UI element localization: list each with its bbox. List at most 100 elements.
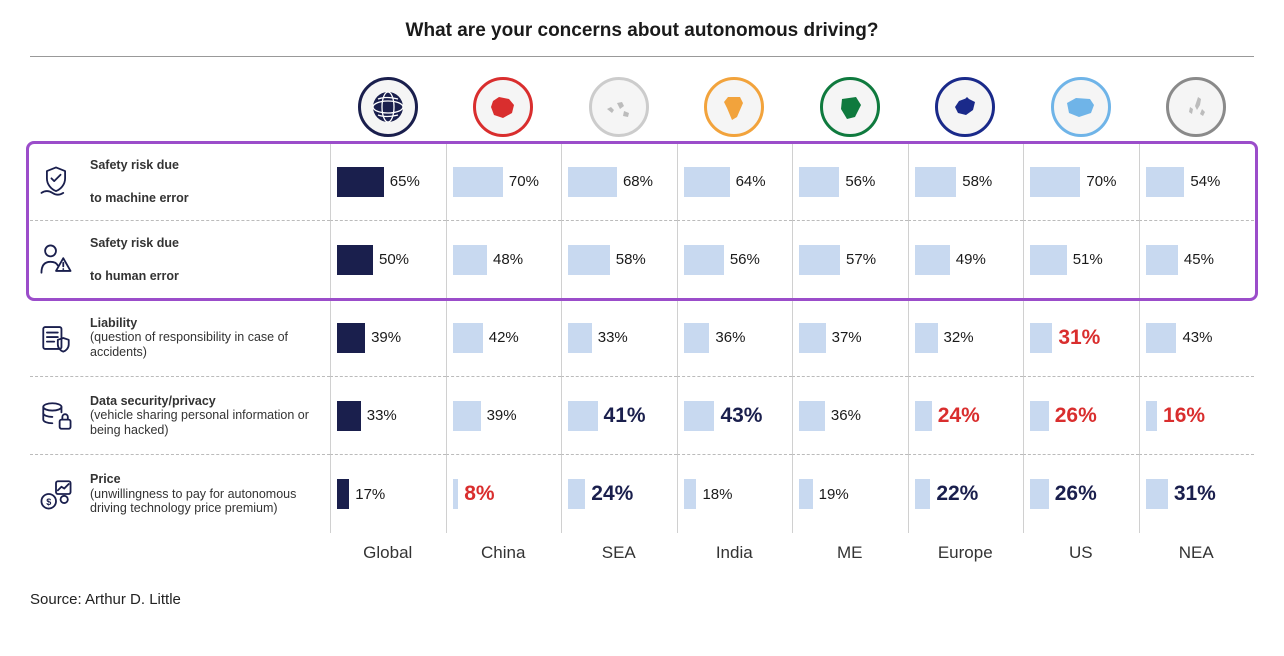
value-label: 48% — [493, 251, 523, 268]
bar — [915, 245, 950, 275]
bar — [453, 245, 488, 275]
bar — [453, 323, 483, 353]
bar — [1030, 323, 1052, 353]
data-cell: 70% — [1023, 143, 1139, 221]
bar — [337, 401, 361, 431]
data-cell: 19% — [792, 455, 908, 533]
data-cell: 37% — [792, 299, 908, 377]
bar — [1030, 401, 1049, 431]
value-label: 42% — [489, 329, 519, 346]
region-label: Global — [330, 533, 446, 563]
bar — [915, 167, 957, 197]
region-label: India — [677, 533, 793, 563]
row-title: Safety risk due — [90, 158, 189, 172]
bar — [684, 167, 730, 197]
value-label: 26% — [1055, 482, 1097, 506]
row-label: $ Price(unwillingness to pay for autonom… — [30, 455, 330, 533]
bar — [337, 245, 373, 275]
data-cell: 65% — [330, 143, 446, 221]
region-icon-me — [792, 71, 908, 143]
row-title: Liability — [90, 316, 320, 330]
value-label: 26% — [1055, 404, 1097, 428]
row-subtitle: (question of responsibility in case of a… — [90, 330, 320, 359]
row-text: Price(unwillingness to pay for autonomou… — [90, 472, 320, 515]
bar — [799, 479, 813, 509]
bar — [337, 167, 384, 197]
svg-text:$: $ — [46, 497, 51, 507]
bar — [1146, 479, 1168, 509]
value-label: 45% — [1184, 251, 1214, 268]
value-label: 65% — [390, 173, 420, 190]
data-cell: 33% — [330, 377, 446, 455]
row-subtitle: (unwillingness to pay for autonomous dri… — [90, 487, 320, 516]
row-title: Data security/privacy — [90, 394, 320, 408]
bar — [568, 401, 598, 431]
bar — [568, 245, 610, 275]
data-cell: 43% — [1139, 299, 1255, 377]
region-label: ME — [792, 533, 908, 563]
value-label: 64% — [736, 173, 766, 190]
data-cell: 33% — [561, 299, 677, 377]
data-cell: 41% — [561, 377, 677, 455]
value-label: 41% — [604, 404, 646, 428]
data-cell: 45% — [1139, 221, 1255, 299]
row-label: Safety risk dueto machine error — [30, 143, 330, 221]
liability-icon — [34, 316, 78, 360]
data-cell: 31% — [1023, 299, 1139, 377]
value-label: 39% — [371, 329, 401, 346]
data-cell: 56% — [677, 221, 793, 299]
value-label: 70% — [1086, 173, 1116, 190]
region-icon-us — [1023, 71, 1139, 143]
bar — [684, 479, 697, 509]
value-label: 8% — [464, 482, 494, 506]
data-cell: 58% — [561, 221, 677, 299]
bar — [1030, 167, 1080, 197]
row-title: Safety risk due — [90, 236, 179, 250]
chart-title: What are your concerns about autonomous … — [30, 20, 1254, 57]
footer-spacer — [30, 533, 330, 563]
data-cell: 42% — [446, 299, 562, 377]
data-cell: 24% — [561, 455, 677, 533]
region-icon-nea — [1139, 71, 1255, 143]
value-label: 19% — [819, 486, 849, 503]
data-cell: 36% — [792, 377, 908, 455]
bar — [568, 167, 617, 197]
data-cell: 58% — [908, 143, 1024, 221]
region-label: China — [446, 533, 562, 563]
value-label: 54% — [1190, 173, 1220, 190]
data-cell: 22% — [908, 455, 1024, 533]
region-label: Europe — [908, 533, 1024, 563]
row-label: Liability(question of responsibility in … — [30, 299, 330, 377]
value-label: 36% — [715, 329, 745, 346]
data-cell: 24% — [908, 377, 1024, 455]
value-label: 70% — [509, 173, 539, 190]
value-label: 39% — [487, 407, 517, 424]
value-label: 49% — [956, 251, 986, 268]
bar — [799, 323, 826, 353]
row-label: Data security/privacy(vehicle sharing pe… — [30, 377, 330, 455]
data-cell: 31% — [1139, 455, 1255, 533]
value-label: 18% — [702, 486, 732, 503]
value-label: 24% — [938, 404, 980, 428]
data-cell: 26% — [1023, 455, 1139, 533]
value-label: 51% — [1073, 251, 1103, 268]
bar — [684, 245, 724, 275]
row-text: Liability(question of responsibility in … — [90, 316, 320, 359]
row-text: Data security/privacy(vehicle sharing pe… — [90, 394, 320, 437]
bar — [915, 479, 931, 509]
data-cell: 51% — [1023, 221, 1139, 299]
bar — [453, 167, 503, 197]
bar — [799, 167, 839, 197]
data-lock-icon — [34, 394, 78, 438]
bar — [684, 323, 710, 353]
value-label: 36% — [831, 407, 861, 424]
value-label: 57% — [846, 251, 876, 268]
data-cell: 8% — [446, 455, 562, 533]
bar — [568, 479, 585, 509]
region-icon-india — [677, 71, 793, 143]
data-cell: 54% — [1139, 143, 1255, 221]
bar — [1146, 245, 1178, 275]
bar — [1146, 323, 1177, 353]
data-cell: 16% — [1139, 377, 1255, 455]
data-cell: 68% — [561, 143, 677, 221]
